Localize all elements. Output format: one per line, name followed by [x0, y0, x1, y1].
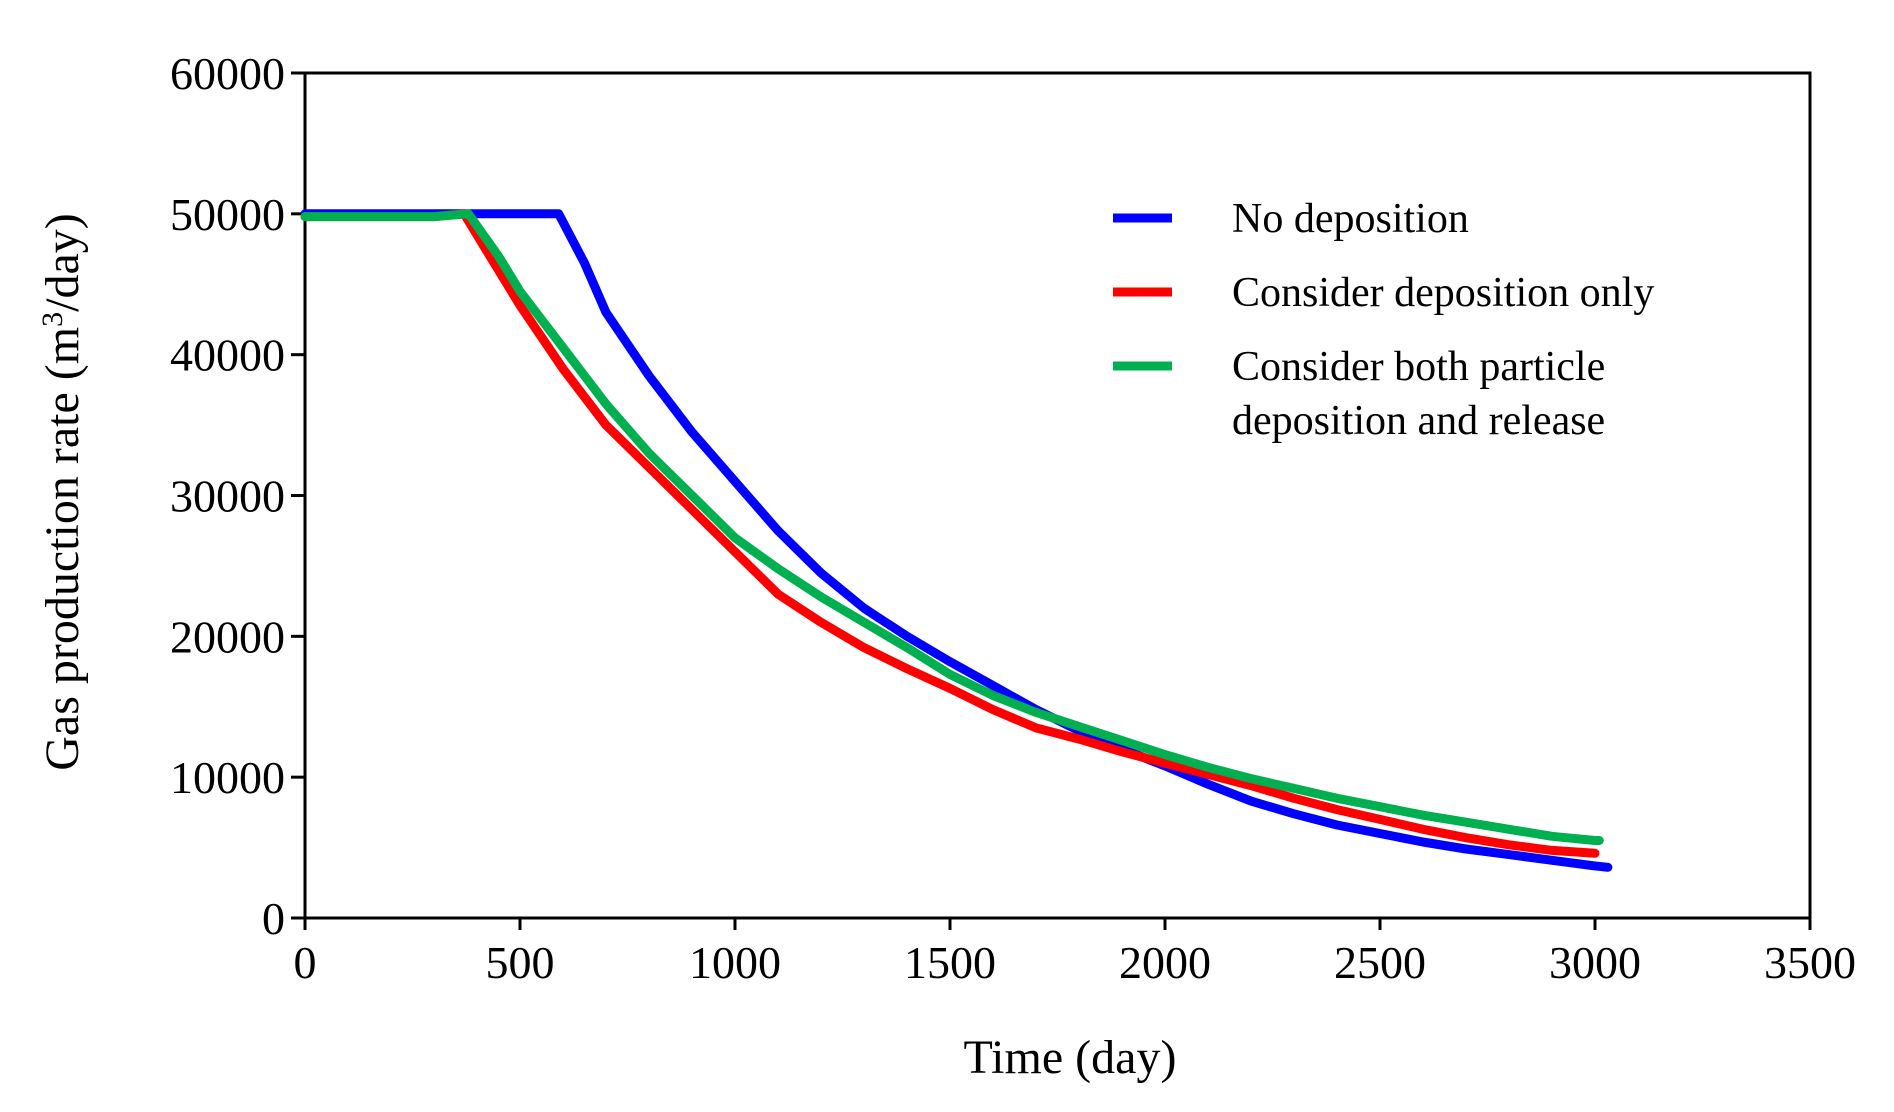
axes [303, 71, 1812, 920]
legend-label-3-1: Consider both particle [1232, 344, 1605, 390]
x-tick-label: 2000 [1119, 937, 1211, 988]
y-tick-label: 30000 [170, 471, 285, 522]
legend-label-1-1: No deposition [1232, 196, 1469, 242]
series-group [300, 209, 1613, 872]
legend-label-2-1: Consider deposition only [1232, 270, 1654, 316]
x-tick-label: 1500 [904, 937, 996, 988]
x-tick-label: 3500 [1764, 937, 1856, 988]
y-axis-title-superscript: 3 [36, 312, 69, 327]
series-line-1 [300, 209, 1613, 872]
y-axis-title-main: Gas production rate (m [36, 327, 89, 771]
legend: No deposition Consider deposition only Con… [1113, 196, 1654, 444]
x-axis-title: Time (day) [964, 1031, 1177, 1084]
y-tick-label: 10000 [170, 752, 285, 803]
x-tick-label: 3000 [1549, 937, 1641, 988]
x-tick-label: 2500 [1334, 937, 1426, 988]
x-tick-label: 1000 [689, 937, 781, 988]
x-tick-label: 500 [486, 937, 555, 988]
plot-frame [303, 71, 1812, 920]
y-tick-label: 50000 [170, 189, 285, 240]
y-axis-title-suffix: /day) [36, 213, 89, 312]
y-tick-label: 0 [262, 893, 285, 944]
series-line-2 [300, 209, 1600, 858]
x-tick-label: 0 [294, 937, 317, 988]
ticks: 0 500 1000 1500 2000 2500 3000 3500 0 10000 20000 3… [170, 48, 1856, 988]
legend-label-3-2: deposition and release [1232, 398, 1605, 444]
y-tick-label: 60000 [170, 48, 285, 99]
y-tick-label: 40000 [170, 330, 285, 381]
y-tick-label: 20000 [170, 611, 285, 662]
y-axis-title: Gas production rate (m3/day) [36, 213, 89, 770]
series-line-3 [300, 209, 1604, 845]
